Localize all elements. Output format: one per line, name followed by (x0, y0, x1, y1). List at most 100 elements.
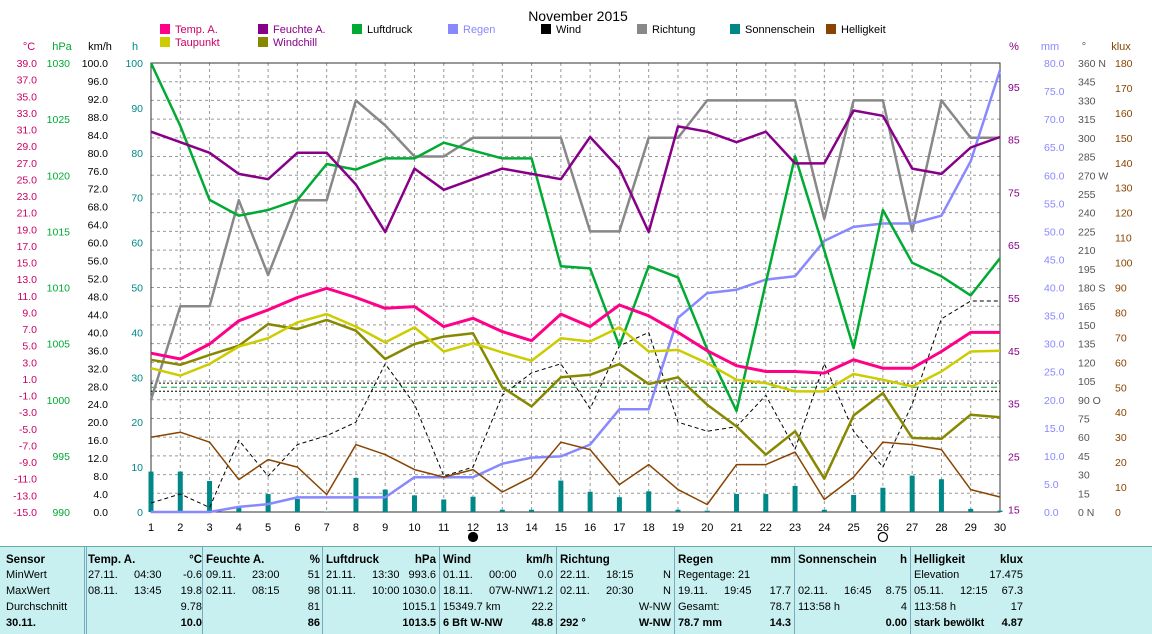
stats-header-unit: km/h (526, 553, 553, 568)
stats-cell-value: 17.475 (989, 568, 1023, 583)
stats-header-unit: klux (1000, 553, 1023, 568)
stats-press-row: 1013.5 (326, 616, 440, 631)
y-tick-label: 0 (137, 507, 143, 519)
y-tick-label: 95 (1008, 82, 1020, 94)
stats-cell: 21.11. (326, 568, 356, 583)
stats-header-label: Temp. A. (88, 553, 135, 568)
stats-cell-value: 67.3 (1002, 584, 1023, 599)
y-tick-label: 15 (1078, 488, 1090, 500)
y-tick-label: 60 (1078, 432, 1090, 444)
sunshine-bars (149, 472, 1003, 512)
stats-cell-value: 81 (308, 600, 320, 615)
stats-header-unit: % (310, 553, 320, 568)
stats-cell: 04:30 (134, 568, 162, 583)
y-tick-label: 90 O (1078, 395, 1101, 407)
sunshine-bar (558, 481, 563, 512)
stats-temp-row: 10.0 (88, 616, 206, 631)
stats-separator (86, 547, 87, 634)
y-tick-label: 15 (1008, 504, 1020, 516)
y-tick-label: 990 (52, 507, 70, 519)
y-tick-label: 3.0 (22, 357, 37, 369)
sunshine-bar (705, 511, 710, 512)
legend-swatch (160, 24, 170, 34)
y-tick-label: 100.0 (82, 58, 108, 70)
stats-cell-value: 993.6 (408, 568, 436, 583)
stats-cell-value: 98 (308, 584, 320, 599)
stats-cell-value: 1015.1 (402, 600, 436, 615)
stats-cell-value: 10.0 (181, 616, 202, 631)
stats-cell: 09.11. (206, 568, 236, 583)
sunshine-bar (178, 472, 183, 512)
sunshine-bar (998, 511, 1003, 512)
x-tick-label: 13 (496, 522, 508, 534)
y-tick-label: 45.0 (1044, 254, 1065, 266)
y-tick-label: 80 (131, 148, 143, 160)
stats-cell: 113:58 h (798, 600, 840, 615)
sunshine-bar (734, 494, 739, 512)
stats-cell: 10:00 (372, 584, 400, 599)
y-tick-label: 44.0 (88, 309, 109, 321)
y-tick-label: 995 (52, 451, 70, 463)
y-tick-label: 60 (1115, 357, 1127, 369)
y-tick-label: -5.0 (19, 424, 37, 436)
y-tick-label: 65 (1008, 240, 1020, 252)
y-tick-label: 72.0 (88, 184, 109, 196)
stats-rain-row: Regentage: 21 (678, 568, 795, 583)
stats-cell: 12:15 (960, 584, 988, 599)
stats-separator (556, 547, 557, 634)
legend-label: Feuchte A. (273, 24, 326, 36)
sunshine-bar (646, 491, 651, 512)
axis-unit: mm (1041, 41, 1059, 53)
y-tick-label: 88.0 (88, 112, 109, 124)
y-tick-label: 315 (1078, 114, 1096, 126)
x-tick-label: 16 (584, 522, 596, 534)
axis-unit: hPa (52, 41, 72, 53)
stats-cell-value: 0.00 (886, 616, 907, 631)
y-tick-label: 19.0 (17, 224, 38, 236)
y-tick-label: 30.0 (1044, 339, 1065, 351)
y-tick-label: 12.0 (88, 453, 109, 465)
stats-header-unit: °C (189, 553, 202, 568)
y-tick-label: 0.0 (1044, 507, 1059, 519)
y-tick-label: 10 (131, 462, 143, 474)
y-tick-label: 1.0 (22, 374, 37, 386)
y-tick-label: 1010 (47, 283, 71, 295)
y-tick-label: 85 (1008, 135, 1020, 147)
x-tick-label: 20 (701, 522, 713, 534)
stats-cell: 08:15 (252, 584, 280, 599)
y-tick-label: 90 (1115, 283, 1127, 295)
y-tick-label: 50 (1115, 382, 1127, 394)
y-tick-label: 15.0 (17, 258, 38, 270)
stats-cell-value: 78.7 (770, 600, 791, 615)
x-tick-label: 6 (294, 522, 300, 534)
y-tick-label: -15.0 (13, 507, 37, 519)
stats-cell: 18:15 (606, 568, 634, 583)
stats-cell: 02.11. (560, 584, 590, 599)
legend-label: Temp. A. (175, 24, 218, 36)
y-tick-label: 92.0 (88, 94, 109, 106)
y-tick-label: 1005 (47, 339, 71, 351)
y-tick-label: 20 (1115, 457, 1127, 469)
x-tick-label: 22 (760, 522, 772, 534)
y-tick-label: 5.0 (1044, 479, 1059, 491)
x-tick-label: 27 (906, 522, 918, 534)
y-tick-label: -11.0 (14, 474, 37, 486)
y-tick-label: 50.0 (1044, 226, 1065, 238)
x-tick-label: 29 (965, 522, 977, 534)
stats-cell: Gesamt: (678, 600, 720, 615)
sunshine-bar (617, 497, 622, 512)
stats-cell-value: 17 (1011, 600, 1023, 615)
x-tick-label: 3 (206, 522, 212, 534)
